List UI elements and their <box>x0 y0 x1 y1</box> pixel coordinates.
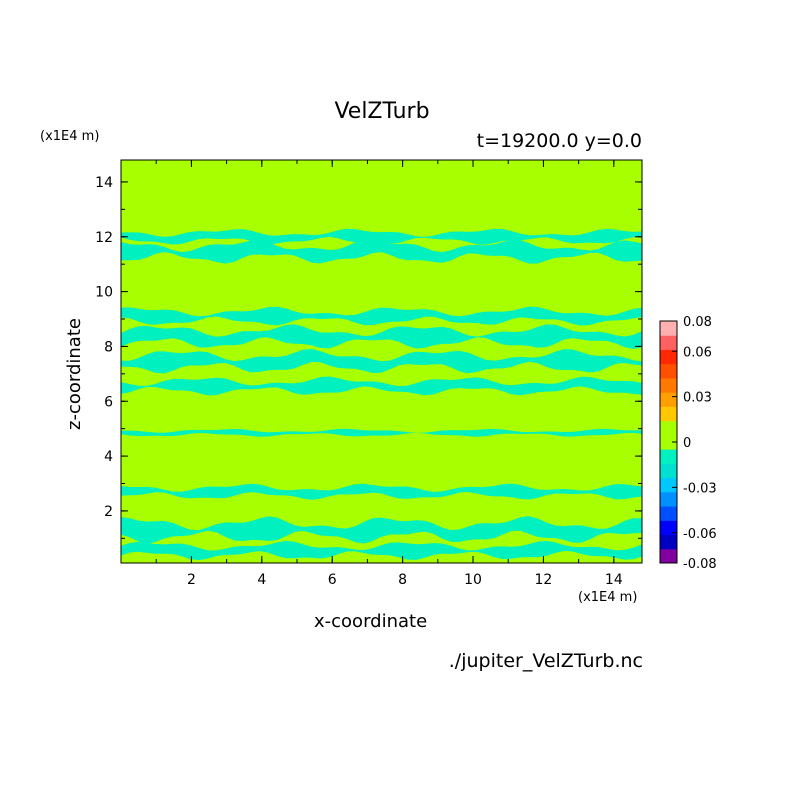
negative-velocity-band <box>121 349 642 374</box>
colorbar: 0.08 0.06 0.03 0 -0.03 -0.06 -0.08 <box>659 315 717 572</box>
colorbar-swatch <box>660 420 677 436</box>
x-tick-label: 2 <box>187 572 196 588</box>
x-tick-label: 14 <box>605 572 623 588</box>
colorbar-swatch <box>660 321 677 336</box>
x-tick-label: 8 <box>398 572 407 588</box>
colorbar-label: 0.03 <box>683 391 712 406</box>
negative-velocity-band <box>121 324 642 349</box>
chart-title: VelZTurb <box>334 99 430 124</box>
axes: 2 4 6 8 10 12 14 2 4 6 8 10 12 14 <box>95 159 643 588</box>
x-tick-label: 10 <box>464 572 482 588</box>
plot-frame <box>120 159 643 564</box>
chart-subtitle: t=19200.0 y=0.0 <box>476 130 642 152</box>
x-tick-label: 4 <box>257 572 266 588</box>
colorbar-swatch <box>660 491 677 507</box>
y-tick-label: 10 <box>95 285 113 301</box>
colorbar-label: -0.06 <box>683 527 717 542</box>
x-axis-unit: (x1E4 m) <box>578 590 638 605</box>
negative-velocity-band <box>121 483 642 500</box>
negative-velocity-band <box>121 306 642 326</box>
y-tick-label: 12 <box>95 230 113 246</box>
y-axis-unit: (x1E4 m) <box>40 129 100 144</box>
negative-velocity-band <box>121 516 642 544</box>
colorbar-swatch <box>660 520 677 536</box>
x-tick-label: 12 <box>535 572 553 588</box>
y-tick-label: 14 <box>95 175 113 191</box>
source-filename: ./jupiter_VelZTurb.nc <box>448 650 643 672</box>
colorbar-swatch <box>660 349 677 365</box>
colorbar-label: -0.08 <box>683 557 717 572</box>
colorbar-swatch <box>660 392 677 407</box>
y-tick-label: 2 <box>104 504 113 520</box>
colorbar-label: 0 <box>683 436 691 451</box>
y-tick-label: 4 <box>104 449 113 465</box>
colorbar-swatch <box>660 434 677 450</box>
colorbar-swatch <box>660 363 677 379</box>
colorbar-swatch <box>660 406 677 422</box>
negative-velocity-band <box>121 540 642 561</box>
y-tick-label: 6 <box>104 394 113 410</box>
y-tick-label: 8 <box>104 339 113 355</box>
colorbar-swatch <box>660 477 677 493</box>
x-axis-label: x-coordinate <box>314 611 428 632</box>
colorbar-swatch <box>660 335 677 350</box>
plot-area <box>121 160 642 563</box>
colorbar-swatch <box>660 548 677 564</box>
x-tick-label: 6 <box>328 572 337 588</box>
colorbar-swatch <box>660 463 677 479</box>
negative-velocity-band <box>121 428 642 437</box>
colorbar-label: 0.08 <box>683 315 712 330</box>
colorbar-swatch <box>660 449 677 464</box>
colorbar-label: 0.06 <box>683 345 712 360</box>
colorbar-label: -0.03 <box>683 481 717 496</box>
negative-velocity-band <box>121 239 642 264</box>
negative-velocity-band <box>121 376 642 396</box>
colorbar-swatch <box>660 377 677 393</box>
colorbar-swatch <box>660 506 677 521</box>
colorbar-swatch <box>660 534 677 550</box>
negative-velocity-band <box>121 228 642 245</box>
